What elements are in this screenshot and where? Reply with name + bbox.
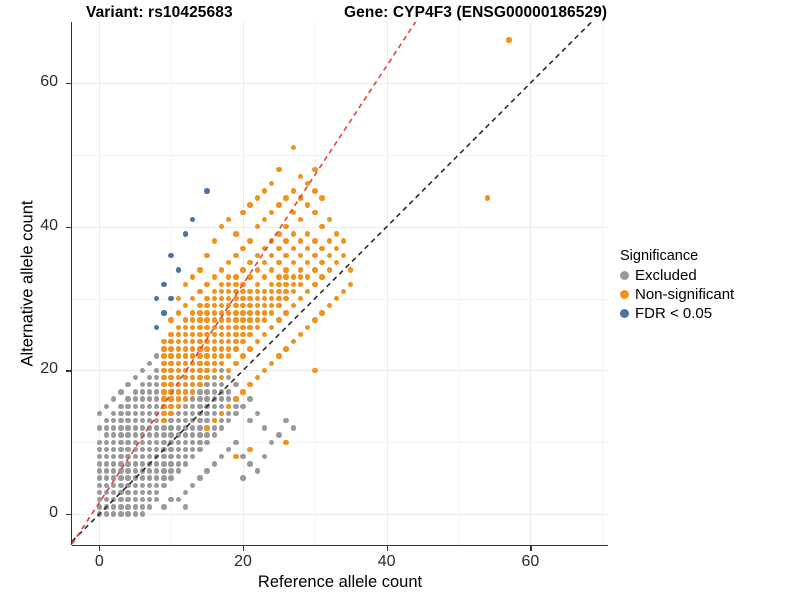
reference-line-identity xyxy=(72,22,593,542)
gridline-horizontal xyxy=(72,514,608,516)
grid-lines xyxy=(72,22,608,545)
gridline-horizontal xyxy=(72,83,608,85)
y-tick-label: 60 xyxy=(40,73,58,91)
x-tick-label: 40 xyxy=(377,553,396,570)
y-tick xyxy=(66,83,71,85)
legend-item-label: Excluded xyxy=(635,267,697,284)
y-tick-label: 0 xyxy=(49,504,58,522)
variant-title: Variant: rs10425683 xyxy=(86,4,233,21)
gridline-vertical xyxy=(99,22,101,545)
gridline-horizontal xyxy=(72,370,608,372)
gridline-vertical-minor xyxy=(602,22,604,545)
y-tick xyxy=(66,370,71,372)
legend-item-label: FDR < 0.05 xyxy=(635,305,713,322)
legend-swatch-icon xyxy=(620,309,629,318)
gridline-horizontal-minor xyxy=(72,298,608,300)
y-axis-line xyxy=(71,22,73,545)
y-tick xyxy=(66,226,71,228)
y-tick xyxy=(66,514,71,516)
legend-item[interactable]: FDR < 0.05 xyxy=(620,304,796,323)
legend-item-label: Non-significant xyxy=(635,286,735,303)
x-tick-label: 0 xyxy=(94,553,104,570)
x-axis-line xyxy=(72,545,608,547)
legend-swatch-icon xyxy=(620,290,629,299)
gene-title: Gene: CYP4F3 (ENSG00000186529) xyxy=(344,4,608,21)
x-tick xyxy=(386,546,388,551)
reference-lines-layer xyxy=(72,22,593,545)
x-tick xyxy=(99,546,101,551)
gridline-vertical-minor xyxy=(171,22,173,545)
legend-item[interactable]: Excluded xyxy=(620,266,796,285)
y-tick-label: 20 xyxy=(40,360,58,378)
legend-items: Excluded Non-significant FDR < 0.05 xyxy=(620,266,796,323)
gridline-horizontal xyxy=(72,226,608,228)
x-tick xyxy=(530,546,532,551)
legend-title: Significance xyxy=(620,248,699,264)
x-axis-label: Reference allele count xyxy=(257,573,423,591)
legend-item[interactable]: Non-significant xyxy=(620,285,796,304)
legend-swatch-icon xyxy=(620,271,629,280)
legend: Significance Excluded Non-significant FDR … xyxy=(620,248,796,323)
reference-line-allelic-ratio xyxy=(72,22,417,545)
x-tick-label: 20 xyxy=(234,553,252,570)
x-tick-label: 60 xyxy=(521,553,540,570)
gridline-vertical-minor xyxy=(458,22,460,545)
gridline-horizontal-minor xyxy=(72,154,608,156)
y-axis-label: Alternative allele count xyxy=(18,200,37,367)
plot-panel xyxy=(72,22,608,545)
gridline-vertical xyxy=(386,22,388,545)
gridline-vertical xyxy=(530,22,532,545)
x-tick xyxy=(243,546,245,551)
gridline-horizontal-minor xyxy=(72,442,608,444)
y-tick-label: 40 xyxy=(40,216,58,234)
